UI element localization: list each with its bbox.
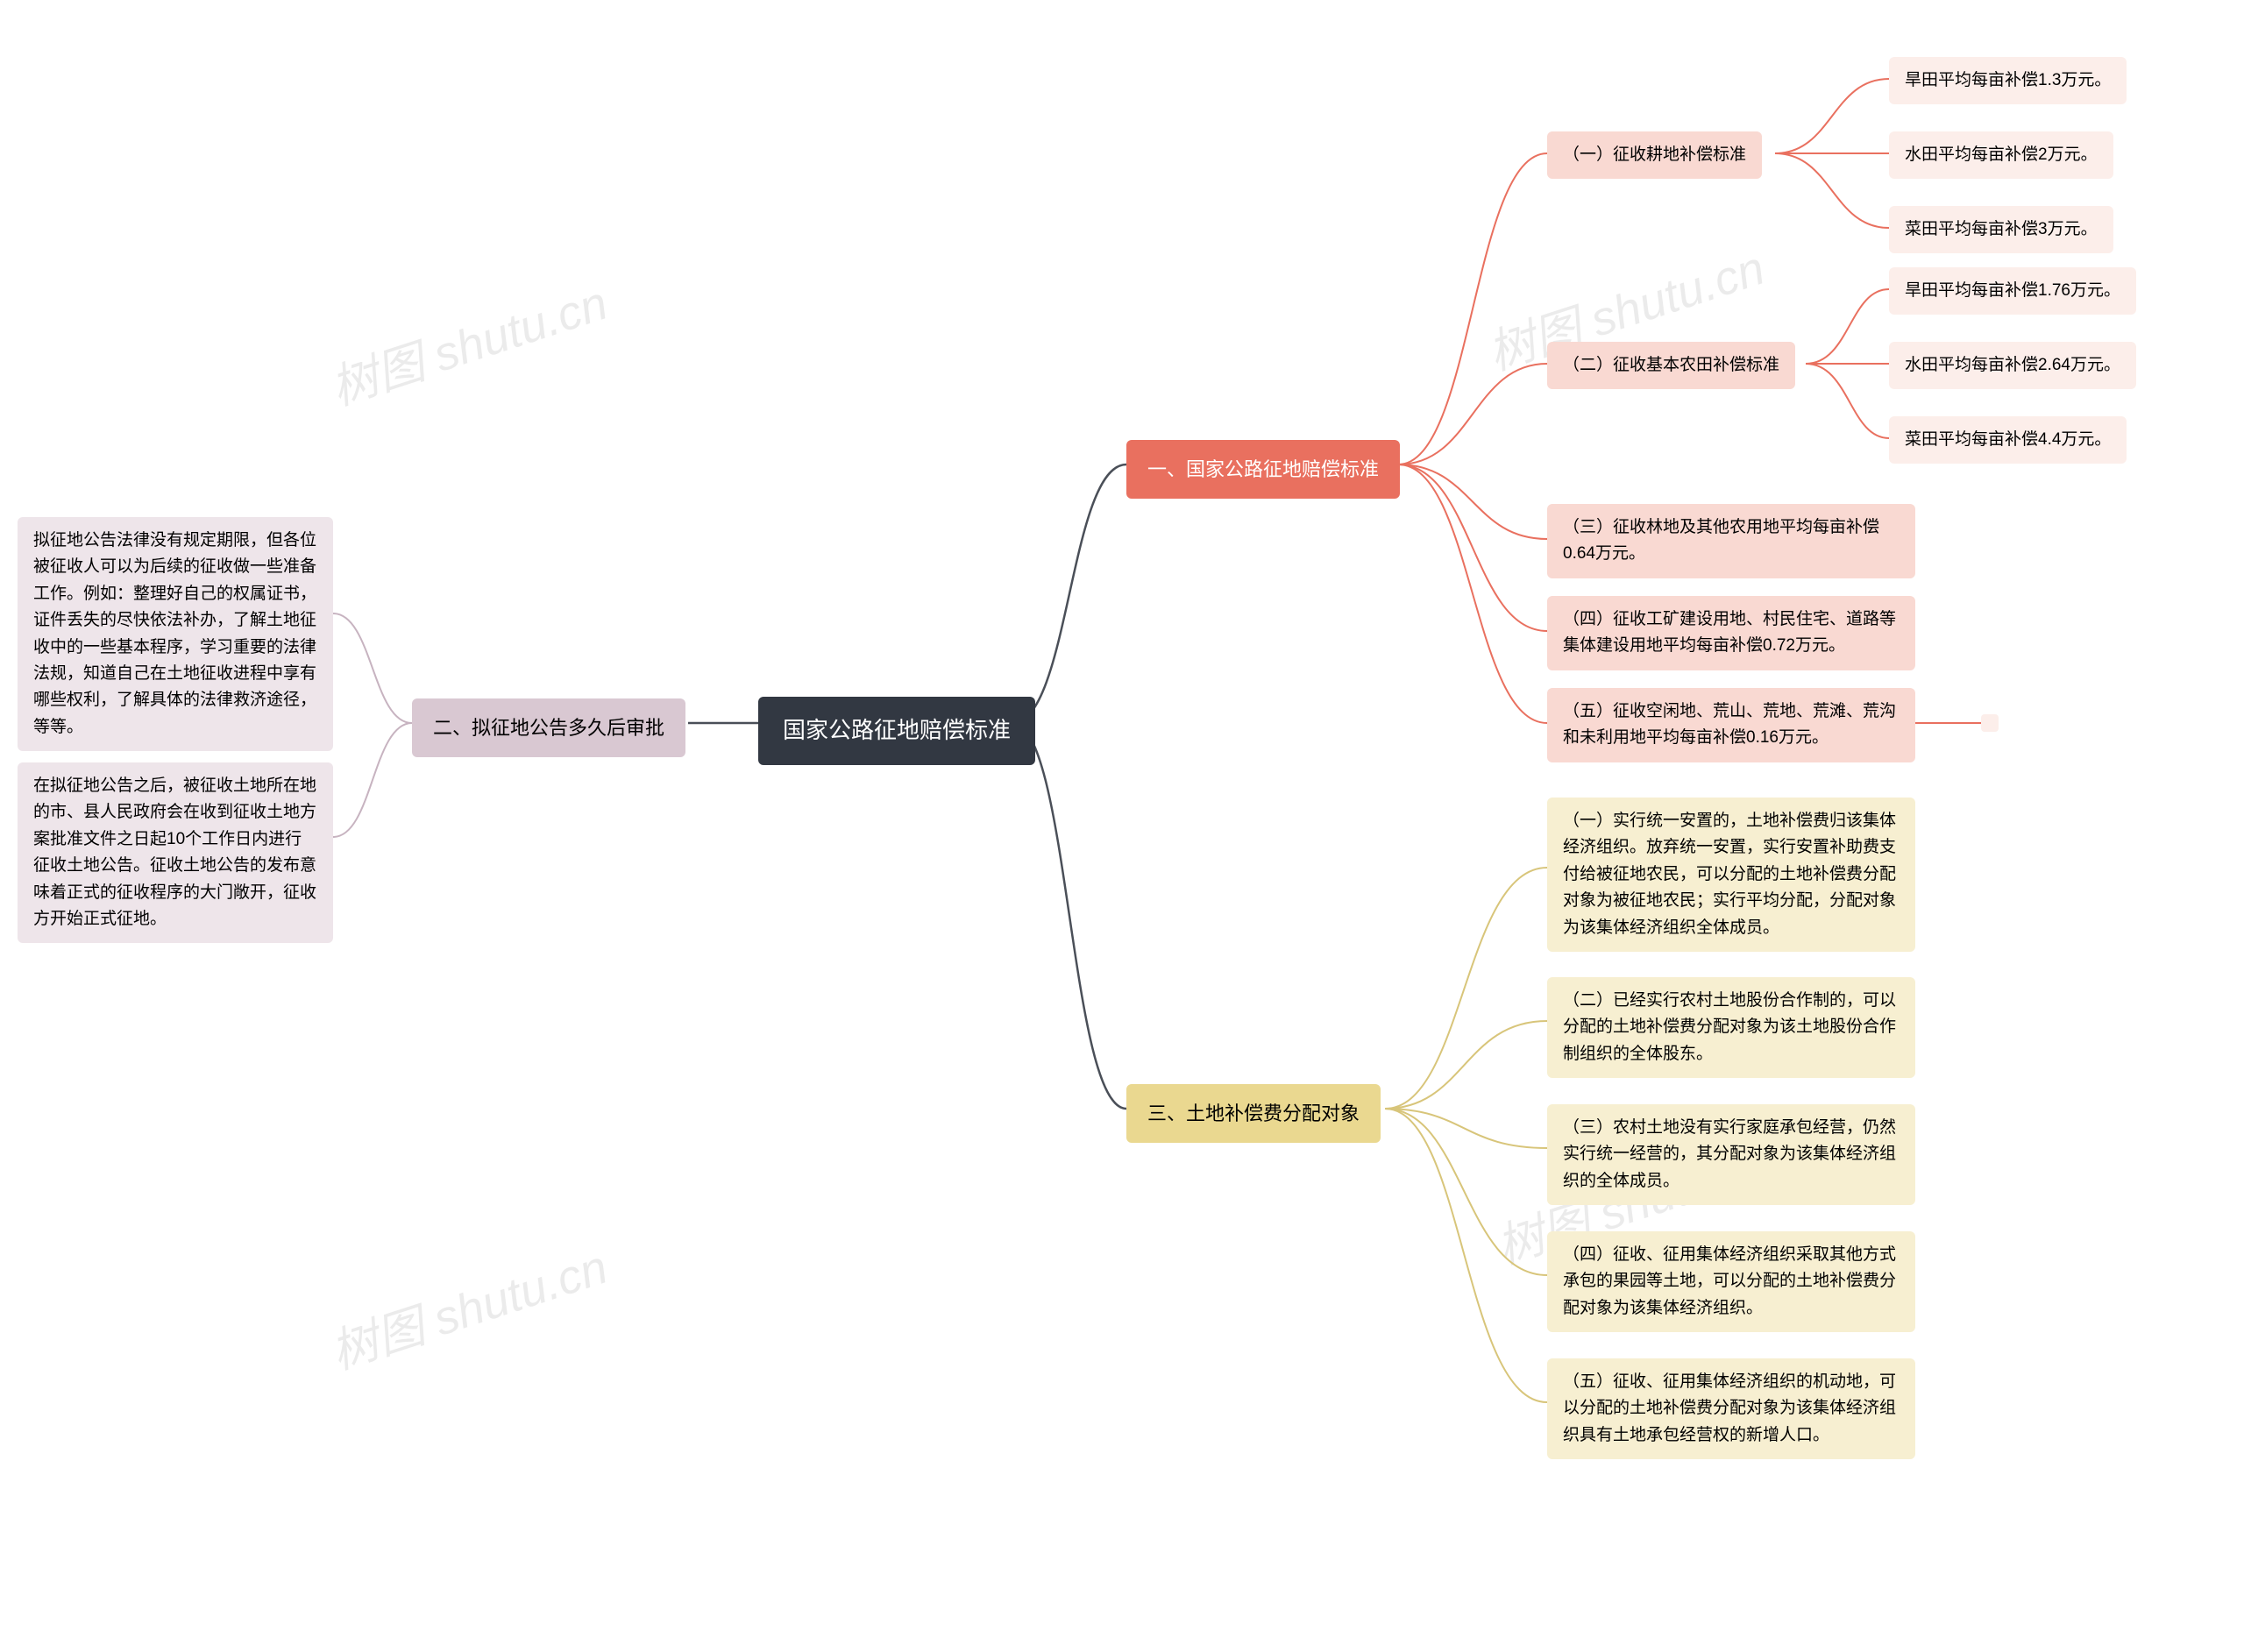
b3-sub1[interactable]: （一）实行统一安置的，土地补偿费归该集体经济组织。放弃统一安置，实行安置补助费支… [1547, 798, 1915, 952]
b1-sub2[interactable]: （二）征收基本农田补偿标准 [1547, 342, 1795, 389]
b2-sub1[interactable]: 拟征地公告法律没有规定期限，但各位被征收人可以为后续的征收做一些准备工作。例如：… [18, 517, 333, 751]
branch-2[interactable]: 二、拟征地公告多久后审批 [412, 698, 685, 757]
b1-sub4[interactable]: （四）征收工矿建设用地、村民住宅、道路等集体建设用地平均每亩补偿0.72万元。 [1547, 596, 1915, 670]
watermark: 树图 shutu.cn [321, 264, 615, 418]
watermark: 树图 shutu.cn [321, 1228, 615, 1382]
b1-sub1[interactable]: （一）征收耕地补偿标准 [1547, 131, 1762, 179]
b1-sub2-leaf3[interactable]: 菜田平均每亩补偿4.4万元。 [1889, 416, 2127, 464]
b2-sub2[interactable]: 在拟征地公告之后，被征收土地所在地的市、县人民政府会在收到征收土地方案批准文件之… [18, 762, 333, 943]
b1-sub5-stub [1981, 714, 1999, 732]
b1-sub1-leaf1[interactable]: 旱田平均每亩补偿1.3万元。 [1889, 57, 2127, 104]
b3-sub4[interactable]: （四）征收、征用集体经济组织采取其他方式承包的果园等土地，可以分配的土地补偿费分… [1547, 1231, 1915, 1332]
branch-3[interactable]: 三、土地补偿费分配对象 [1126, 1084, 1381, 1143]
b1-sub1-leaf3[interactable]: 菜田平均每亩补偿3万元。 [1889, 206, 2113, 253]
b1-sub2-leaf1[interactable]: 旱田平均每亩补偿1.76万元。 [1889, 267, 2136, 315]
b3-sub2[interactable]: （二）已经实行农村土地股份合作制的，可以分配的土地补偿费分配对象为该土地股份合作… [1547, 977, 1915, 1078]
b3-sub3[interactable]: （三）农村土地没有实行家庭承包经营，仍然实行统一经营的，其分配对象为该集体经济组… [1547, 1104, 1915, 1205]
branch-1[interactable]: 一、国家公路征地赔偿标准 [1126, 440, 1400, 499]
root-node[interactable]: 国家公路征地赔偿标准 [758, 697, 1035, 765]
b1-sub5[interactable]: （五）征收空闲地、荒山、荒地、荒滩、荒沟和未利用地平均每亩补偿0.16万元。 [1547, 688, 1915, 762]
b1-sub1-leaf2[interactable]: 水田平均每亩补偿2万元。 [1889, 131, 2113, 179]
b1-sub2-leaf2[interactable]: 水田平均每亩补偿2.64万元。 [1889, 342, 2136, 389]
b1-sub3[interactable]: （三）征收林地及其他农用地平均每亩补偿0.64万元。 [1547, 504, 1915, 578]
b3-sub5[interactable]: （五）征收、征用集体经济组织的机动地，可以分配的土地补偿费分配对象为该集体经济组… [1547, 1358, 1915, 1459]
